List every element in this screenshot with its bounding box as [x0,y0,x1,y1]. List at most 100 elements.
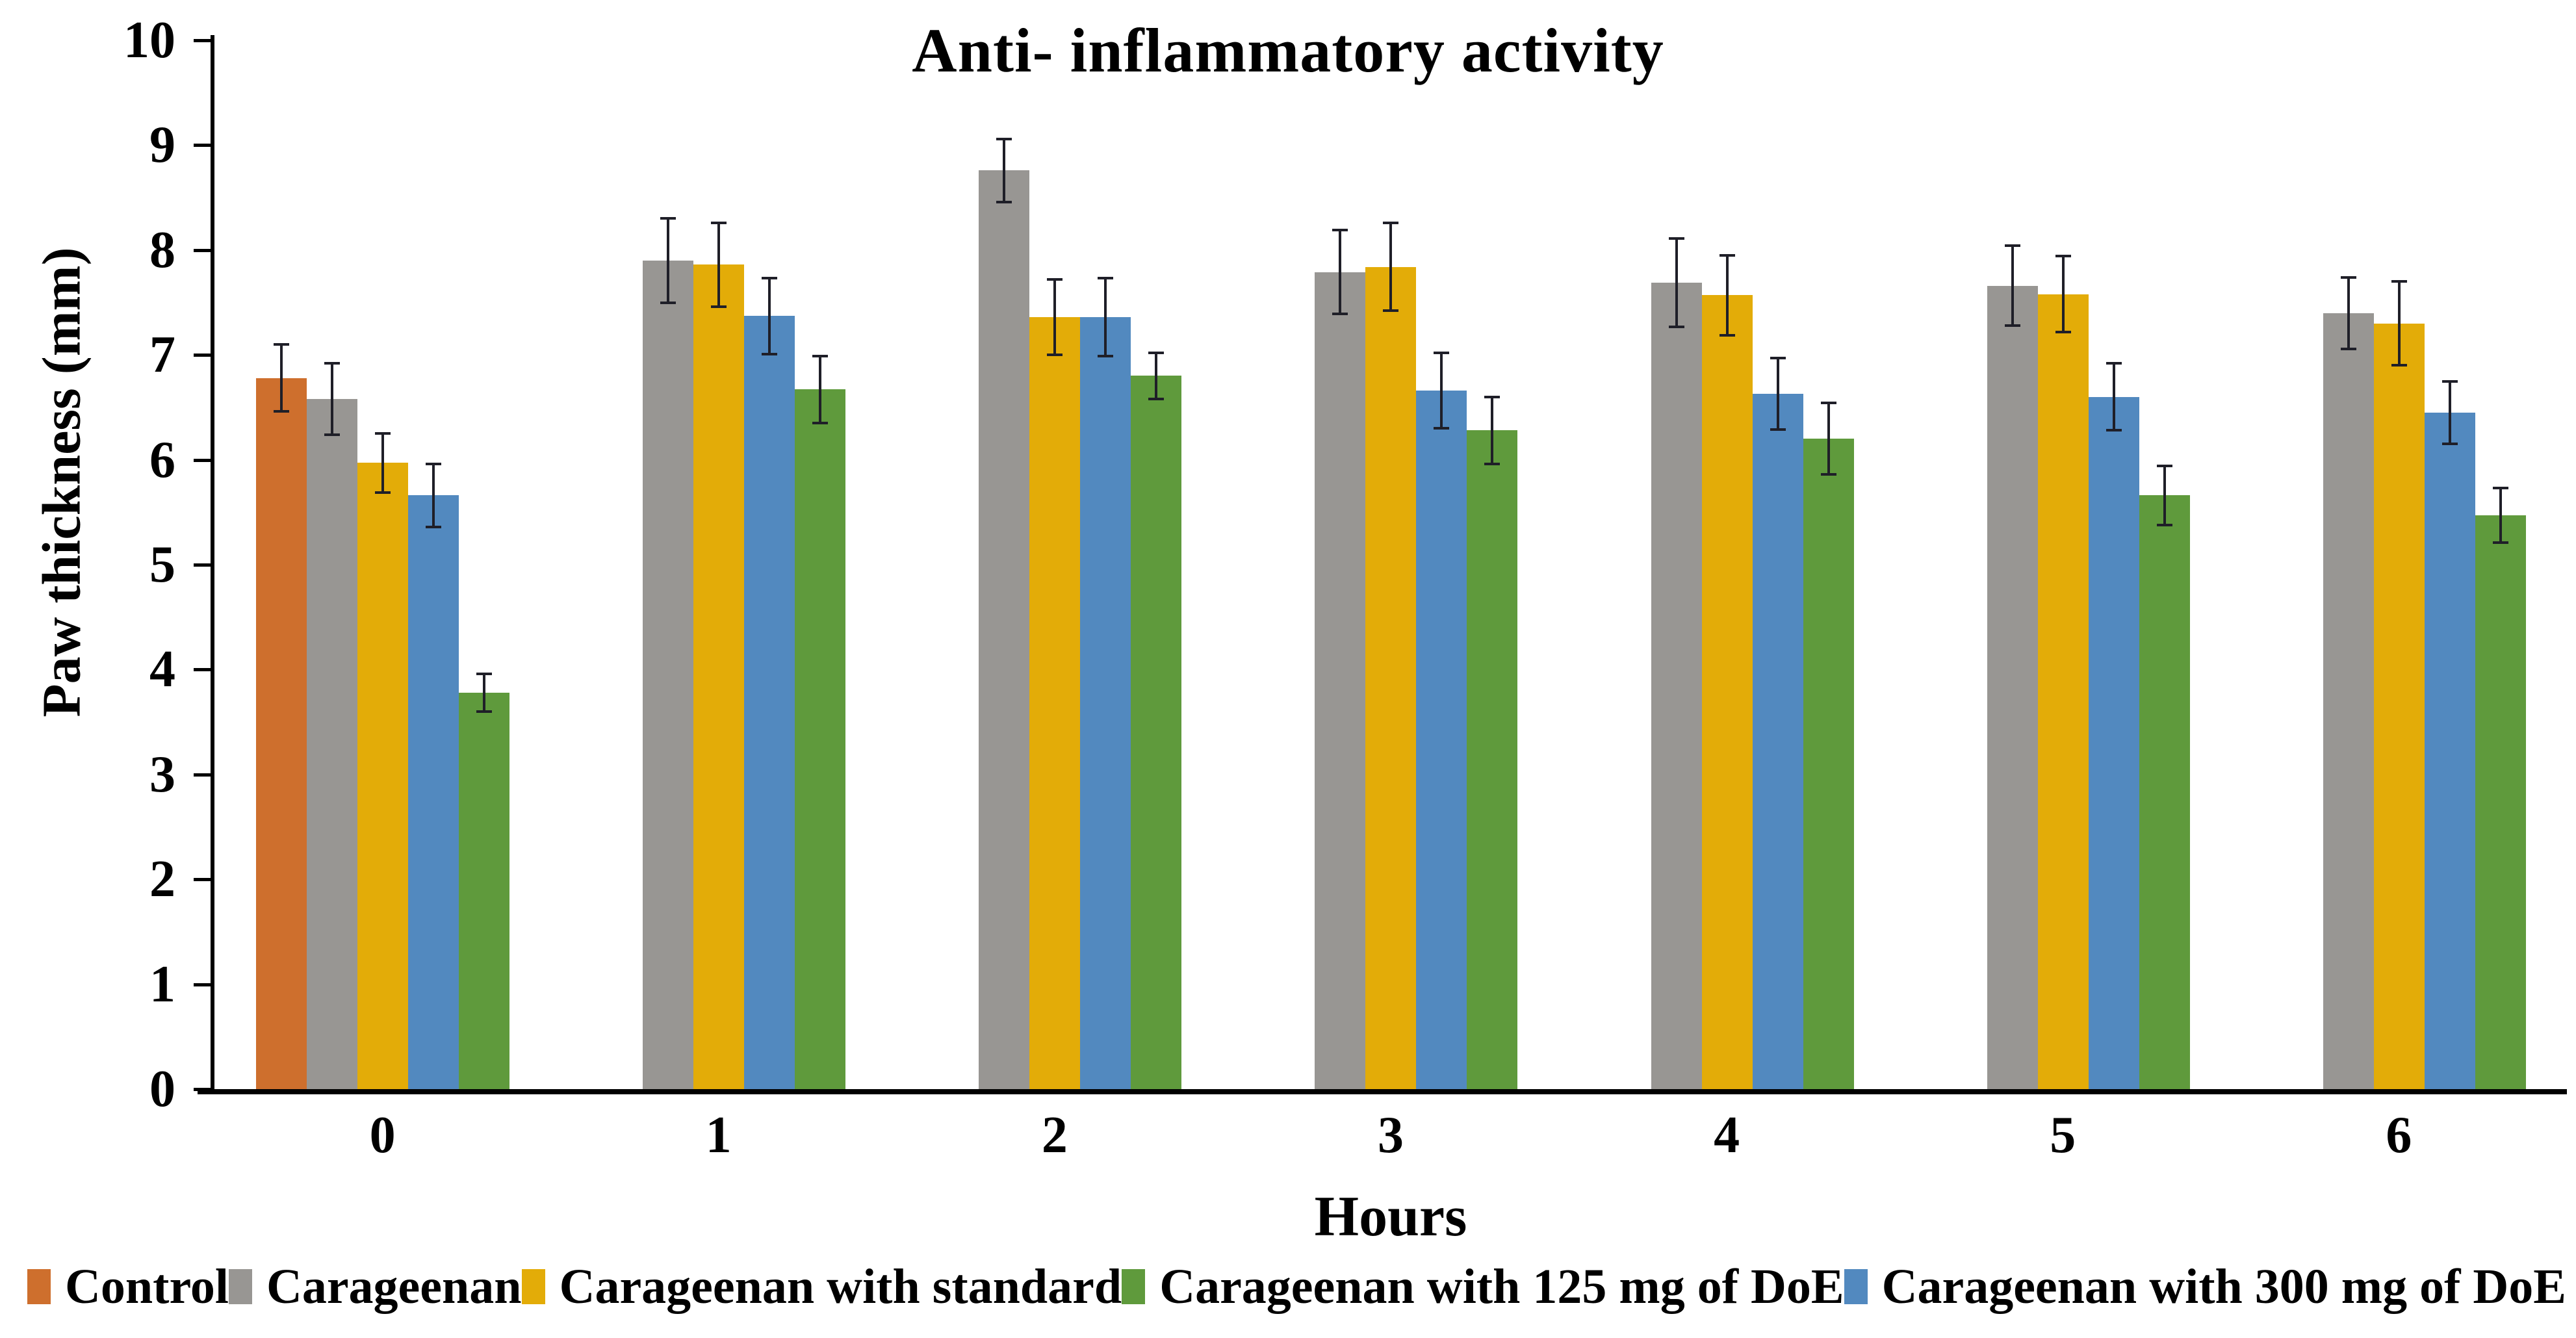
error-bar-cap-top [2391,280,2407,283]
error-bar [483,673,485,712]
error-bar-cap-top [274,343,289,346]
category-group [550,40,886,1089]
bar [2037,294,2089,1089]
legend-marker-series [1844,1269,1868,1304]
legend-marker-series [521,1269,545,1304]
error-bar-cap-bottom [2156,523,2172,526]
error-bar-cap-top [1668,237,1684,240]
bar [1987,285,2038,1089]
bar [1416,391,1467,1089]
bar [2323,313,2374,1089]
bar [693,264,745,1089]
y-tick-label: 7 [149,326,175,384]
y-tick-label: 0 [149,1061,175,1118]
error-bar-cap-top [324,362,340,365]
legend-item: Carageenan with 125 mg of DoE [1122,1255,1844,1318]
category-group [214,40,550,1089]
error-bar-cap-bottom [711,305,727,308]
error-bar-cap-bottom [1434,427,1450,430]
error-bar-cap-bottom [274,410,289,413]
category-group [1559,40,1895,1089]
bar [643,260,694,1089]
x-axis-line [198,1089,2567,1094]
category-group [2231,40,2567,1089]
bar [1467,430,1518,1089]
x-tick-label: 4 [1714,1107,1740,1164]
error-bar-cap-bottom [324,433,340,436]
error-bar [1725,255,1729,335]
error-bar-cap-bottom [1148,397,1165,400]
y-tick-label: 3 [149,745,175,803]
error-bar-cap-top [812,354,829,357]
chart-title: Anti- inflammatory activity [912,16,1664,85]
bar [1315,272,1366,1089]
error-bar-cap-bottom [1770,428,1786,431]
bar [2139,495,2190,1089]
error-bar-cap-top [1047,277,1063,281]
legend-item: Carageenan with 300 mg of DoE [1844,1255,2566,1318]
error-bar-cap-top [660,217,676,220]
y-tick-mark [194,144,211,148]
error-bar [2347,277,2350,349]
error-bar-cap-top [1770,357,1786,360]
error-bar [1440,352,1443,429]
legend-item: Carageenan [228,1255,522,1318]
error-bar-cap-bottom [2055,330,2071,333]
error-bar [1155,352,1158,399]
error-bar-cap-bottom [1719,333,1735,337]
category-group [886,40,1222,1089]
bar [1701,295,1753,1089]
bar [1029,317,1081,1089]
error-bar [1776,358,1779,430]
y-tick-label: 8 [149,221,175,279]
x-tick-label: 0 [369,1107,396,1164]
y-tick-label: 1 [149,955,175,1013]
error-bar [2112,363,2115,431]
y-tick-label: 2 [149,851,175,908]
y-tick-mark [194,354,211,357]
bar [744,316,795,1089]
error-bar-cap-bottom [1668,325,1684,328]
category-group [1222,40,1558,1089]
error-bar [2499,488,2502,543]
bar [2475,515,2526,1089]
legend-label: Carageenan with standard [559,1259,1122,1314]
error-bar-cap-bottom [1098,354,1114,357]
error-bar-cap-top [1098,277,1114,280]
error-bar-cap-top [476,672,492,675]
error-bar-cap-bottom [1484,463,1501,466]
error-bar [2163,466,2166,525]
error-bar-cap-top [996,137,1012,140]
y-tick-mark [194,878,211,882]
error-bar-cap-bottom [996,200,1012,203]
bar [1131,376,1182,1089]
y-tick-label: 9 [149,116,175,174]
bar [1080,317,1131,1089]
legend-marker-control [27,1269,51,1304]
bar [979,170,1030,1089]
error-bar [1003,138,1006,202]
y-tick-mark [194,1088,211,1091]
error-bar [280,344,283,412]
y-tick-label: 4 [149,641,175,699]
bar [1752,393,1803,1089]
bar [357,463,408,1089]
y-tick-label: 5 [149,536,175,593]
error-bar [717,222,721,307]
error-bar [667,218,670,303]
x-axis-title: Hours [1314,1185,1467,1248]
error-bar-cap-bottom [2004,324,2020,327]
error-bar-cap-bottom [1332,313,1348,316]
error-bar-cap-top [2004,244,2020,248]
x-tick-label: 5 [2050,1107,2076,1164]
legend-label: Carageenan [266,1259,522,1314]
error-bar [2011,246,2014,326]
legend-label: Carageenan with 125 mg of DoE [1159,1259,1844,1314]
x-tick-label: 3 [1377,1107,1404,1164]
bar [459,692,509,1089]
error-bar-cap-top [1434,351,1450,354]
x-tick-label: 6 [2386,1107,2412,1164]
error-bar-cap-bottom [1383,309,1399,313]
error-bar [331,363,333,435]
